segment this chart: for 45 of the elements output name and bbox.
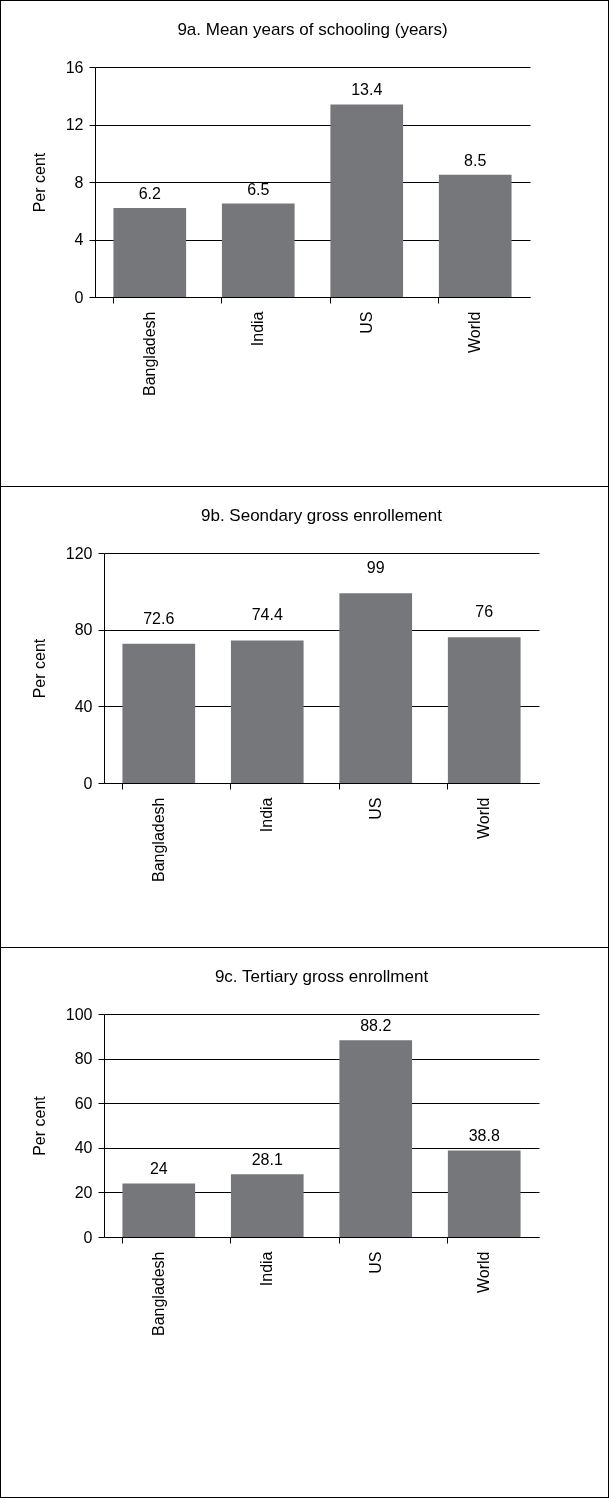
data-label: 6.5 bbox=[247, 180, 270, 198]
y-tick-label: 0 bbox=[83, 1228, 93, 1246]
x-tick-label: Bangladesh bbox=[140, 311, 158, 397]
y-tick-label: 0 bbox=[74, 288, 84, 306]
y-tick-label: 40 bbox=[74, 1139, 93, 1157]
y-tick-label: 16 bbox=[65, 58, 84, 76]
y-tick-label: 0 bbox=[83, 774, 93, 792]
x-tick-label: US bbox=[357, 311, 375, 334]
data-label: 24 bbox=[149, 1160, 168, 1178]
x-tick-label: Bangladesh bbox=[149, 797, 167, 883]
data-label: 74.4 bbox=[251, 606, 283, 624]
data-label: 76 bbox=[475, 603, 494, 621]
y-tick-label: 80 bbox=[74, 621, 93, 639]
x-tick-label: India bbox=[249, 311, 267, 347]
y-axis-title: Per cent bbox=[30, 638, 48, 699]
chart-title: 9b. Seondary gross enrollement bbox=[201, 506, 443, 525]
y-tick-label: 100 bbox=[65, 1005, 93, 1023]
y-tick-label: 20 bbox=[74, 1183, 93, 1201]
x-tick-label: US bbox=[366, 797, 384, 820]
data-label: 99 bbox=[366, 559, 385, 577]
y-axis-title: Per cent bbox=[30, 152, 48, 213]
x-tick-label: World bbox=[475, 1251, 493, 1293]
y-tick-label: 80 bbox=[74, 1050, 93, 1068]
data-label: 6.2 bbox=[138, 184, 161, 202]
data-label: 28.1 bbox=[251, 1151, 283, 1169]
y-tick-label: 60 bbox=[74, 1094, 93, 1112]
x-tick-label: World bbox=[475, 797, 493, 839]
chart-title: 9c. Tertiary gross enrollment bbox=[214, 967, 429, 986]
chart-title: 9a. Mean years of schooling (years) bbox=[177, 20, 448, 39]
y-tick-label: 120 bbox=[65, 544, 93, 562]
y-tick-label: 8 bbox=[74, 173, 84, 191]
x-tick-label: US bbox=[366, 1251, 384, 1274]
data-label: 13.4 bbox=[351, 81, 383, 99]
data-label: 8.5 bbox=[464, 151, 487, 169]
x-tick-label: India bbox=[258, 1251, 276, 1287]
x-tick-label: World bbox=[466, 311, 484, 353]
y-axis-title: Per cent bbox=[30, 1095, 48, 1156]
data-label: 72.6 bbox=[143, 609, 175, 627]
data-label: 88.2 bbox=[360, 1017, 392, 1035]
x-tick-label: India bbox=[258, 797, 276, 833]
data-label: 38.8 bbox=[468, 1127, 500, 1145]
y-tick-label: 40 bbox=[74, 697, 93, 715]
x-tick-label: Bangladesh bbox=[149, 1251, 167, 1337]
y-tick-label: 12 bbox=[65, 116, 84, 133]
y-tick-label: 4 bbox=[74, 231, 84, 248]
